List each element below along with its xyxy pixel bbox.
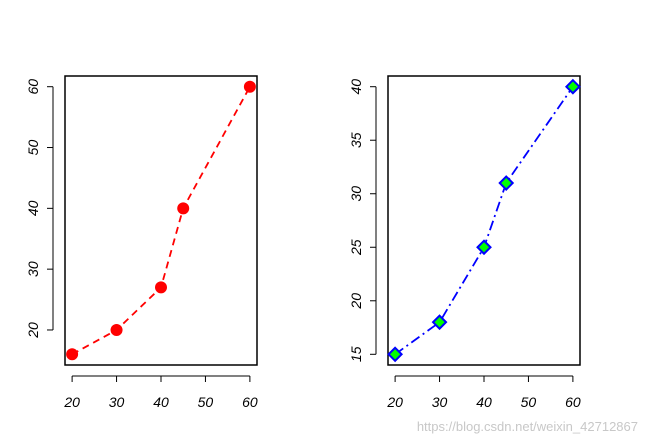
y-tick-label: 20 (25, 322, 41, 339)
y-tick-label: 15 (348, 346, 364, 362)
x-tick-label: 60 (242, 394, 258, 410)
data-point (177, 202, 190, 215)
x-tick-label: 20 (63, 394, 80, 410)
x-tick-label: 40 (153, 394, 169, 410)
x-tick-label: 30 (109, 394, 125, 410)
y-tick-label: 35 (348, 132, 364, 148)
data-point (155, 281, 167, 294)
x-tick-label: 40 (476, 394, 492, 410)
data-point (564, 78, 581, 95)
watermark: https://blog.csdn.net/weixin_42712867 (416, 419, 638, 434)
x-tick-label: 50 (521, 394, 537, 410)
y-tick-label: 40 (348, 79, 364, 95)
x-tick-label: 60 (565, 394, 581, 410)
data-point (387, 346, 404, 363)
series-line (394, 86, 574, 356)
left-plot-panel: 20 30 40 50 60 20 30 40 50 60 (25, 75, 258, 410)
data-point (110, 323, 123, 336)
y-tick-label: 40 (25, 200, 41, 216)
series-line (71, 86, 251, 356)
y-tick-label: 60 (25, 79, 41, 95)
y-tick-label: 50 (25, 140, 41, 156)
data-point (431, 314, 448, 331)
x-tick-label: 20 (386, 394, 403, 410)
right-plot-panel: 20 30 40 50 60 15 20 25 30 35 40 (348, 75, 581, 410)
plot-frame (387, 75, 581, 366)
data-point (476, 239, 492, 256)
y-tick-label: 30 (25, 261, 41, 277)
y-tick-label: 25 (348, 239, 364, 256)
plot-frame (64, 75, 258, 366)
y-tick-label: 20 (348, 293, 364, 310)
data-point (498, 175, 515, 191)
y-tick-label: 30 (348, 186, 364, 202)
data-point (243, 80, 256, 93)
x-tick-label: 50 (198, 394, 214, 410)
x-tick-label: 30 (432, 394, 448, 410)
data-point (66, 348, 79, 361)
